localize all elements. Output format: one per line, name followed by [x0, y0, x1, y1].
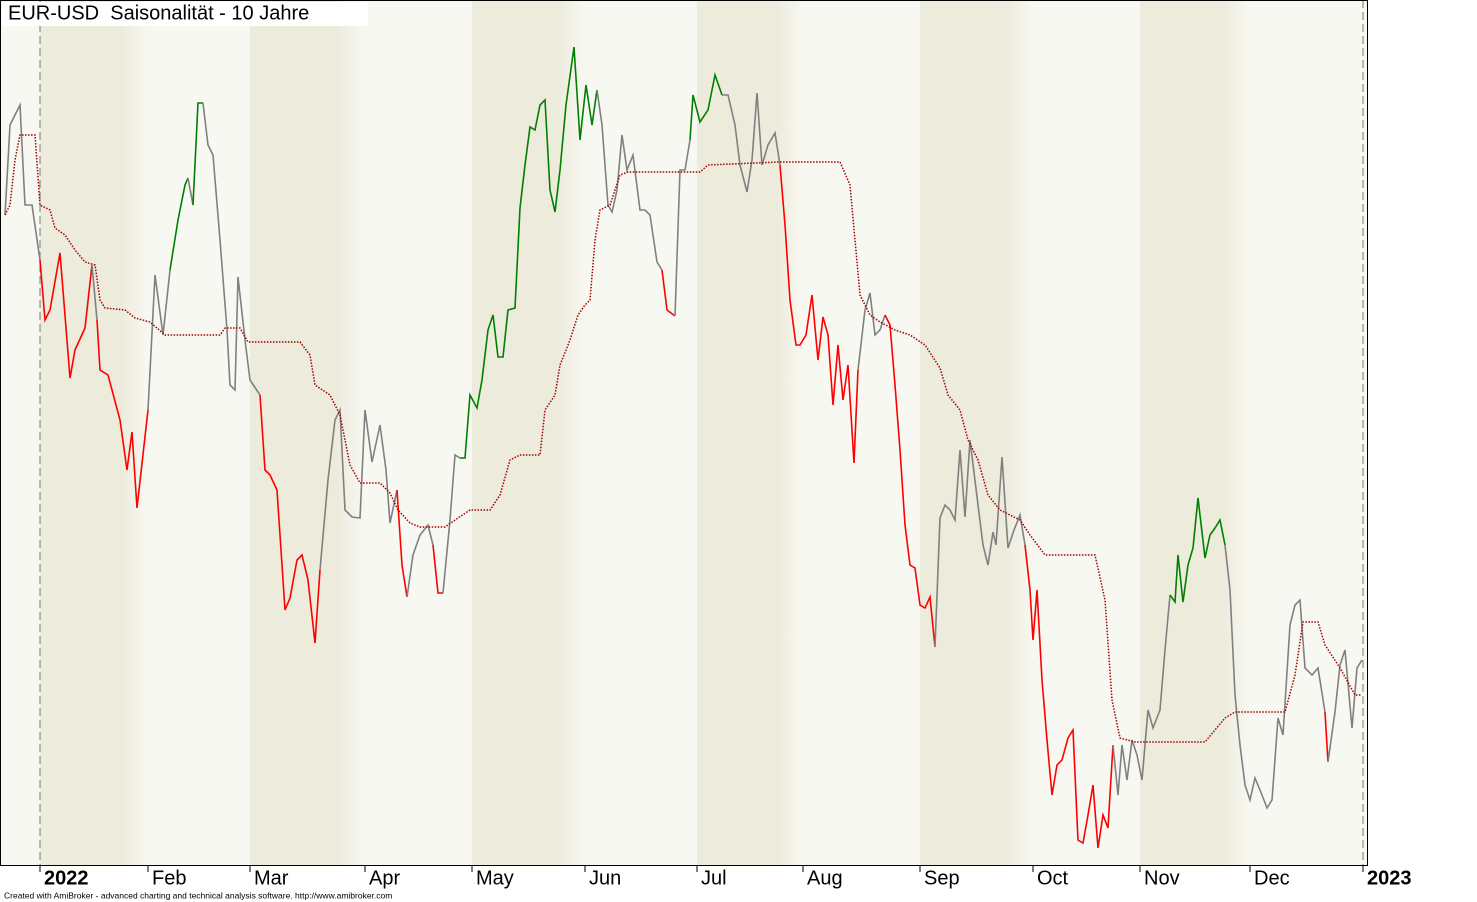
background [0, 0, 1367, 865]
seasonal-line [319, 406, 398, 571]
month-band [40, 0, 148, 865]
frame [0, 0, 1368, 866]
seasonal-line [596, 89, 663, 271]
x-tick-label: Dec [1254, 867, 1290, 889]
title-background [2, 2, 368, 26]
seasonal-line [4, 101, 41, 261]
footer: Created with AmiBroker - advanced charti… [4, 890, 392, 900]
month-band [920, 0, 1033, 865]
month-band [472, 0, 585, 865]
x-tick-label: Nov [1144, 867, 1180, 889]
seasonal-line [147, 269, 171, 411]
seasonal-line [192, 102, 203, 206]
seasonal-line [91, 264, 98, 321]
seasonal-line [1324, 711, 1329, 763]
seasonal-line [1224, 544, 1326, 810]
x-tick-label: May [476, 867, 514, 889]
chart-title: EUR-USD Saisonalität - 10 Jahre [8, 2, 309, 24]
plot [4, 0, 1364, 865]
x-tick-label: Mar [254, 867, 289, 889]
x-tick-label: Oct [1037, 867, 1069, 889]
seasonal-line [1327, 649, 1363, 763]
seasonal-line [689, 71, 723, 141]
seasonal-line [1024, 544, 1114, 849]
seasonal-line [406, 523, 434, 598]
month-band [250, 0, 365, 865]
seasonal-line [396, 489, 408, 598]
seasonal-line [442, 453, 461, 594]
month-band [697, 0, 803, 865]
month-band [1140, 0, 1250, 865]
x-tick-label: Feb [152, 867, 186, 889]
seasonal-line [934, 439, 1026, 648]
seasonal-line [96, 319, 149, 509]
x-tick-label: Apr [369, 867, 400, 889]
x-tick-label: Aug [807, 867, 843, 889]
seasonal-line [857, 292, 886, 371]
seasonal-line [460, 46, 598, 459]
seasonal-line [202, 102, 261, 396]
x-tick-label: 2023 [1367, 867, 1412, 889]
seasonal-line [39, 252, 93, 379]
x-tick-label: Jun [589, 867, 621, 889]
average-line [4, 134, 1362, 743]
seasonal-line [1112, 594, 1171, 796]
seasonal-line [661, 269, 676, 317]
seasonal-line [187, 177, 194, 206]
seasonal-line [779, 164, 859, 464]
seasonal-line [884, 314, 936, 648]
seasonal-line [1169, 497, 1226, 605]
seasonal-line [674, 139, 691, 317]
seasonal-line [722, 92, 781, 193]
x-tick-label: Sep [924, 867, 960, 889]
plot-background [0, 0, 1367, 865]
x-tick-label: Jul [701, 867, 727, 889]
seasonal-line [169, 177, 189, 271]
seasonal-line [432, 544, 443, 594]
x-tick-label: 2022 [44, 867, 89, 889]
seasonal-line [259, 394, 321, 644]
